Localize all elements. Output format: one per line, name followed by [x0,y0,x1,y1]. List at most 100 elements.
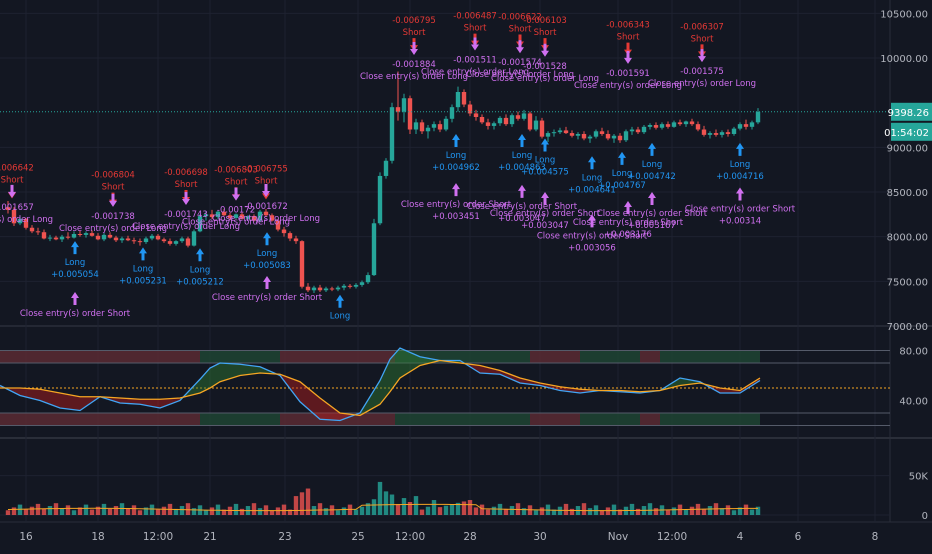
arrow-up-icon [648,142,656,156]
signal-long-label: Long [190,265,211,275]
volume-bar [605,507,611,515]
volume-bar [173,508,179,515]
volume-bar [749,509,755,515]
volume-bar [161,506,167,515]
volume-bar [269,510,275,515]
candle-body [11,209,17,224]
volume-bar [569,508,575,515]
signal-exit-label: Close entry(s) order Short [685,205,796,215]
volume-bar [119,503,125,515]
arrow-up-icon [196,248,204,262]
volume-bar [29,506,35,515]
candle-body [509,115,515,125]
countdown-label: 01:54:02 [884,128,929,139]
volume-bar [239,508,245,515]
candle-body [563,130,569,134]
candle-body [545,133,551,137]
signal-short-value: -0.006804 [91,171,135,181]
candle-body [335,287,341,290]
signal-short-value: -0.006103 [523,16,567,26]
signal-exit-label: Close entry(s) order Short [401,200,512,210]
oscillator-band-upper [395,350,530,363]
arrow-down-icon [624,50,632,64]
candle-body [65,236,71,238]
candle-body [611,135,617,139]
volume-bar [11,507,17,515]
volume-bar [653,508,659,515]
candle-body [671,122,677,127]
volume-bar [23,509,29,515]
price-tick-label: 7000.00 [887,322,928,333]
candle-body [479,117,485,123]
candle-body [557,130,563,133]
volume-bar [323,508,329,515]
volume-bar [113,506,119,515]
volume-bar [743,504,749,515]
signal-short-value: -0.006642 [0,163,34,173]
time-axis-label: 8 [872,531,879,543]
oscillator-fill [420,356,440,366]
signal-short-label: Short [617,33,640,43]
time-axis-label: 18 [91,531,104,543]
arrow-down-icon [541,43,549,57]
candle-body [647,125,653,127]
candle-body [77,234,83,236]
candle-body [47,237,53,239]
oscillator-fill [300,381,320,420]
oscillator-band-lower [530,413,580,426]
arrow-up-icon [71,292,79,306]
candle-body [23,218,29,228]
signal-exit-label: Close entry(s) order Long [59,224,167,234]
volume-bar [203,510,209,515]
volume-bar [593,505,599,515]
signal-exit-label: Close entry(s) order Long [491,74,599,84]
volume-bar [671,507,677,515]
volume-bar [53,503,59,515]
volume-bar [341,507,347,515]
candle-body [581,133,587,139]
candle-body [533,120,539,130]
signal-short-value: -0.006803 [214,165,258,175]
volume-bar [221,509,227,515]
candle-body [83,233,89,235]
signal-exit-label: Close entry(s) order Long [648,79,756,89]
candle-body [383,160,389,176]
signal-exit-value: -0.001743 [164,210,208,220]
arrow-up-icon [624,200,632,214]
signal-exit-label: Close entry(s) order Long [182,218,290,228]
oscillator-band-upper [580,350,640,363]
candle-body [257,211,263,221]
candle-body [401,98,407,112]
signal-long-value: +0.004716 [716,172,764,182]
candle-body [743,124,749,127]
signal-exit-value: +0.003451 [432,212,480,222]
price-scale-background [890,0,932,550]
candle-body [395,107,401,112]
oscillator-fill [20,388,40,401]
volume-bar [437,507,443,515]
signal-exit-label: Close entry(s) order Long [421,68,529,78]
signal-exit-value: +0.003047 [498,214,546,224]
volume-bar [191,508,197,515]
signal-exit-value: -0.001672 [244,202,288,212]
signal-exit-label: Close entry(s) order Short [212,293,323,303]
volume-bar [539,507,545,515]
candle-body [467,104,473,114]
signal-long-label: Long [257,249,278,259]
signal-short-value: -0.006307 [680,22,724,32]
oscillator-fill [400,348,420,378]
volume-bar [635,508,641,515]
volume-bar [371,499,377,515]
candle-body [239,214,245,219]
signal-exit-label: Close entry(s) order Long [360,72,468,82]
signal-long-value: +0.004742 [628,172,676,182]
candle-body [107,234,113,238]
volume-bar [335,510,341,515]
arrow-up-icon [452,183,460,197]
signal-exit-label: Close entry(s) order Long [574,81,682,91]
candle-body [305,286,311,291]
time-axis-label: Nov [608,531,629,543]
signal-exit-label: Close entry(s) order Short [597,209,708,219]
